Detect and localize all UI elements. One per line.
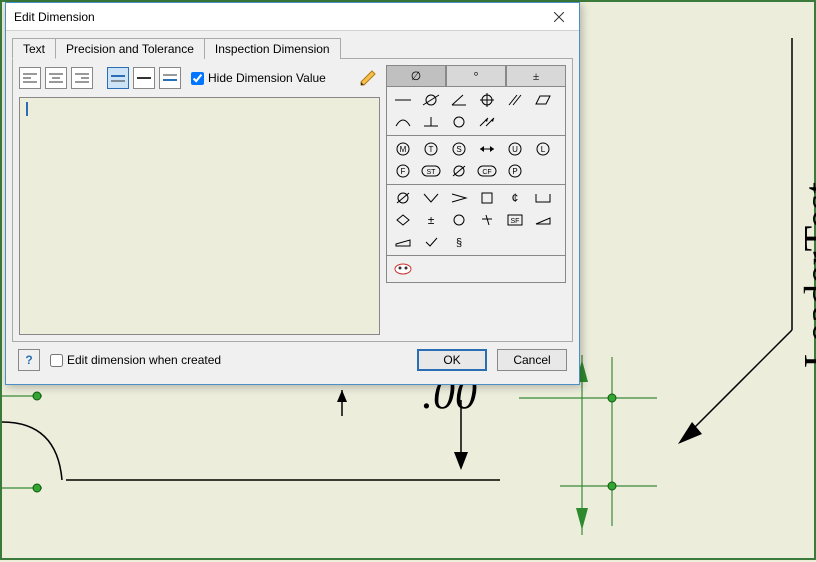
edit-when-created-check-input[interactable] — [50, 354, 63, 367]
align-center-button[interactable] — [45, 67, 67, 89]
sym-flatness-icon[interactable] — [529, 89, 557, 111]
edit-when-created-label: Edit dimension when created — [67, 353, 221, 367]
cancel-button[interactable]: Cancel — [497, 349, 567, 371]
sym-straightness-icon[interactable] — [389, 89, 417, 111]
svg-text:F: F — [401, 167, 406, 176]
symbol-tab-diameter[interactable]: ∅ — [386, 65, 446, 87]
svg-text:L: L — [541, 145, 546, 154]
align-right-button[interactable] — [71, 67, 93, 89]
sym-projected-icon[interactable]: P — [501, 160, 529, 182]
hide-dimension-checkbox[interactable]: Hide Dimension Value — [191, 71, 326, 85]
edit-when-created-checkbox[interactable]: Edit dimension when created — [50, 353, 221, 367]
svg-text:P: P — [512, 167, 517, 176]
svg-text:CF: CF — [482, 169, 491, 176]
placement-above-button[interactable] — [107, 67, 129, 89]
leader-text: LeaderTest — [796, 182, 816, 368]
sym-lmc-icon[interactable]: L — [529, 138, 557, 160]
sym-cf-icon[interactable]: CF — [473, 160, 501, 182]
sym-check-icon[interactable] — [417, 231, 445, 253]
text-caret — [26, 102, 28, 116]
symbol-group-modifiers: M T S U L F ST CF P — [386, 136, 566, 185]
sym-parallelism-icon[interactable] — [501, 89, 529, 111]
svg-text:S: S — [456, 145, 461, 154]
sym-diamond-icon[interactable] — [389, 209, 417, 231]
sym-totalrunout-icon[interactable] — [473, 111, 501, 133]
sym-countersink-icon[interactable] — [417, 187, 445, 209]
sym-position-icon[interactable] — [473, 89, 501, 111]
tab-inspection-dimension[interactable]: Inspection Dimension — [204, 38, 341, 59]
text-placement-toolbar: Hide Dimension Value — [19, 65, 380, 91]
ok-button[interactable]: OK — [417, 349, 487, 371]
sym-diameter2-icon[interactable] — [445, 160, 473, 182]
symbol-palette: ∅ ° ± M T — [386, 65, 566, 335]
sym-freestate-icon[interactable]: S — [445, 138, 473, 160]
tab-body-text: Hide Dimension Value ∅ ° ± — [12, 59, 573, 342]
svg-text:U: U — [512, 145, 518, 154]
tab-precision-tolerance[interactable]: Precision and Tolerance — [55, 38, 205, 59]
sym-mmc-icon[interactable]: M — [389, 138, 417, 160]
svg-text:¢: ¢ — [512, 191, 519, 205]
sym-tangent-icon[interactable]: T — [417, 138, 445, 160]
align-left-button[interactable] — [19, 67, 41, 89]
hide-dimension-check-input[interactable] — [191, 72, 204, 85]
svg-text:SF: SF — [511, 218, 520, 225]
sym-slash-icon[interactable] — [473, 209, 501, 231]
sym-counterbore-icon[interactable] — [529, 187, 557, 209]
window-title: Edit Dimension — [14, 10, 539, 24]
close-button[interactable] — [539, 3, 579, 31]
hide-dimension-label: Hide Dimension Value — [208, 71, 326, 85]
sym-custom-icon[interactable] — [389, 258, 417, 280]
tab-text[interactable]: Text — [12, 38, 56, 59]
sym-angularity-icon[interactable] — [445, 89, 473, 111]
symbol-group-misc: ¢ ± SF § — [386, 185, 566, 256]
sym-section-icon[interactable]: § — [445, 231, 473, 253]
sym-surfaceprofile-icon[interactable] — [389, 111, 417, 133]
svg-text:M: M — [400, 145, 407, 154]
sym-unequal-icon[interactable]: U — [501, 138, 529, 160]
svg-text:ST: ST — [427, 169, 437, 176]
sym-concentricity-icon[interactable] — [417, 89, 445, 111]
dimension-text-area[interactable] — [19, 97, 380, 335]
sym-sf-icon[interactable]: SF — [501, 209, 529, 231]
symbol-tab-plusminus[interactable]: ± — [506, 65, 566, 87]
dialog-footer: ? Edit dimension when created OK Cancel — [12, 342, 573, 378]
sym-square-icon[interactable] — [473, 187, 501, 209]
sym-depth-icon[interactable] — [445, 187, 473, 209]
svg-text:T: T — [429, 145, 434, 154]
symbol-group-geometric — [386, 87, 566, 136]
titlebar[interactable]: Edit Dimension — [6, 3, 579, 31]
sym-centerline-icon[interactable]: ¢ — [501, 187, 529, 209]
symbol-group-custom — [386, 256, 566, 283]
placement-below-button[interactable] — [159, 67, 181, 89]
sym-between-icon[interactable] — [473, 138, 501, 160]
svg-text:±: ± — [428, 213, 435, 227]
tab-strip: Text Precision and Tolerance Inspection … — [12, 37, 573, 59]
sym-circularity-icon[interactable] — [445, 111, 473, 133]
sym-taper-icon[interactable] — [389, 231, 417, 253]
sym-st-icon[interactable]: ST — [417, 160, 445, 182]
sym-perpendicularity-icon[interactable] — [417, 111, 445, 133]
sym-circle-icon[interactable] — [445, 209, 473, 231]
edit-dimension-dialog: Edit Dimension Text Precision and Tolera… — [5, 2, 580, 385]
sym-diameter3-icon[interactable] — [389, 187, 417, 209]
placement-inline-button[interactable] — [133, 67, 155, 89]
svg-text:§: § — [456, 237, 462, 249]
sym-plusminus2-icon[interactable]: ± — [417, 209, 445, 231]
symbol-tab-degree[interactable]: ° — [446, 65, 506, 87]
edit-pencil-icon[interactable] — [356, 66, 380, 90]
help-button[interactable]: ? — [18, 349, 40, 371]
sym-free-icon[interactable]: F — [389, 160, 417, 182]
sym-slope-icon[interactable] — [529, 209, 557, 231]
